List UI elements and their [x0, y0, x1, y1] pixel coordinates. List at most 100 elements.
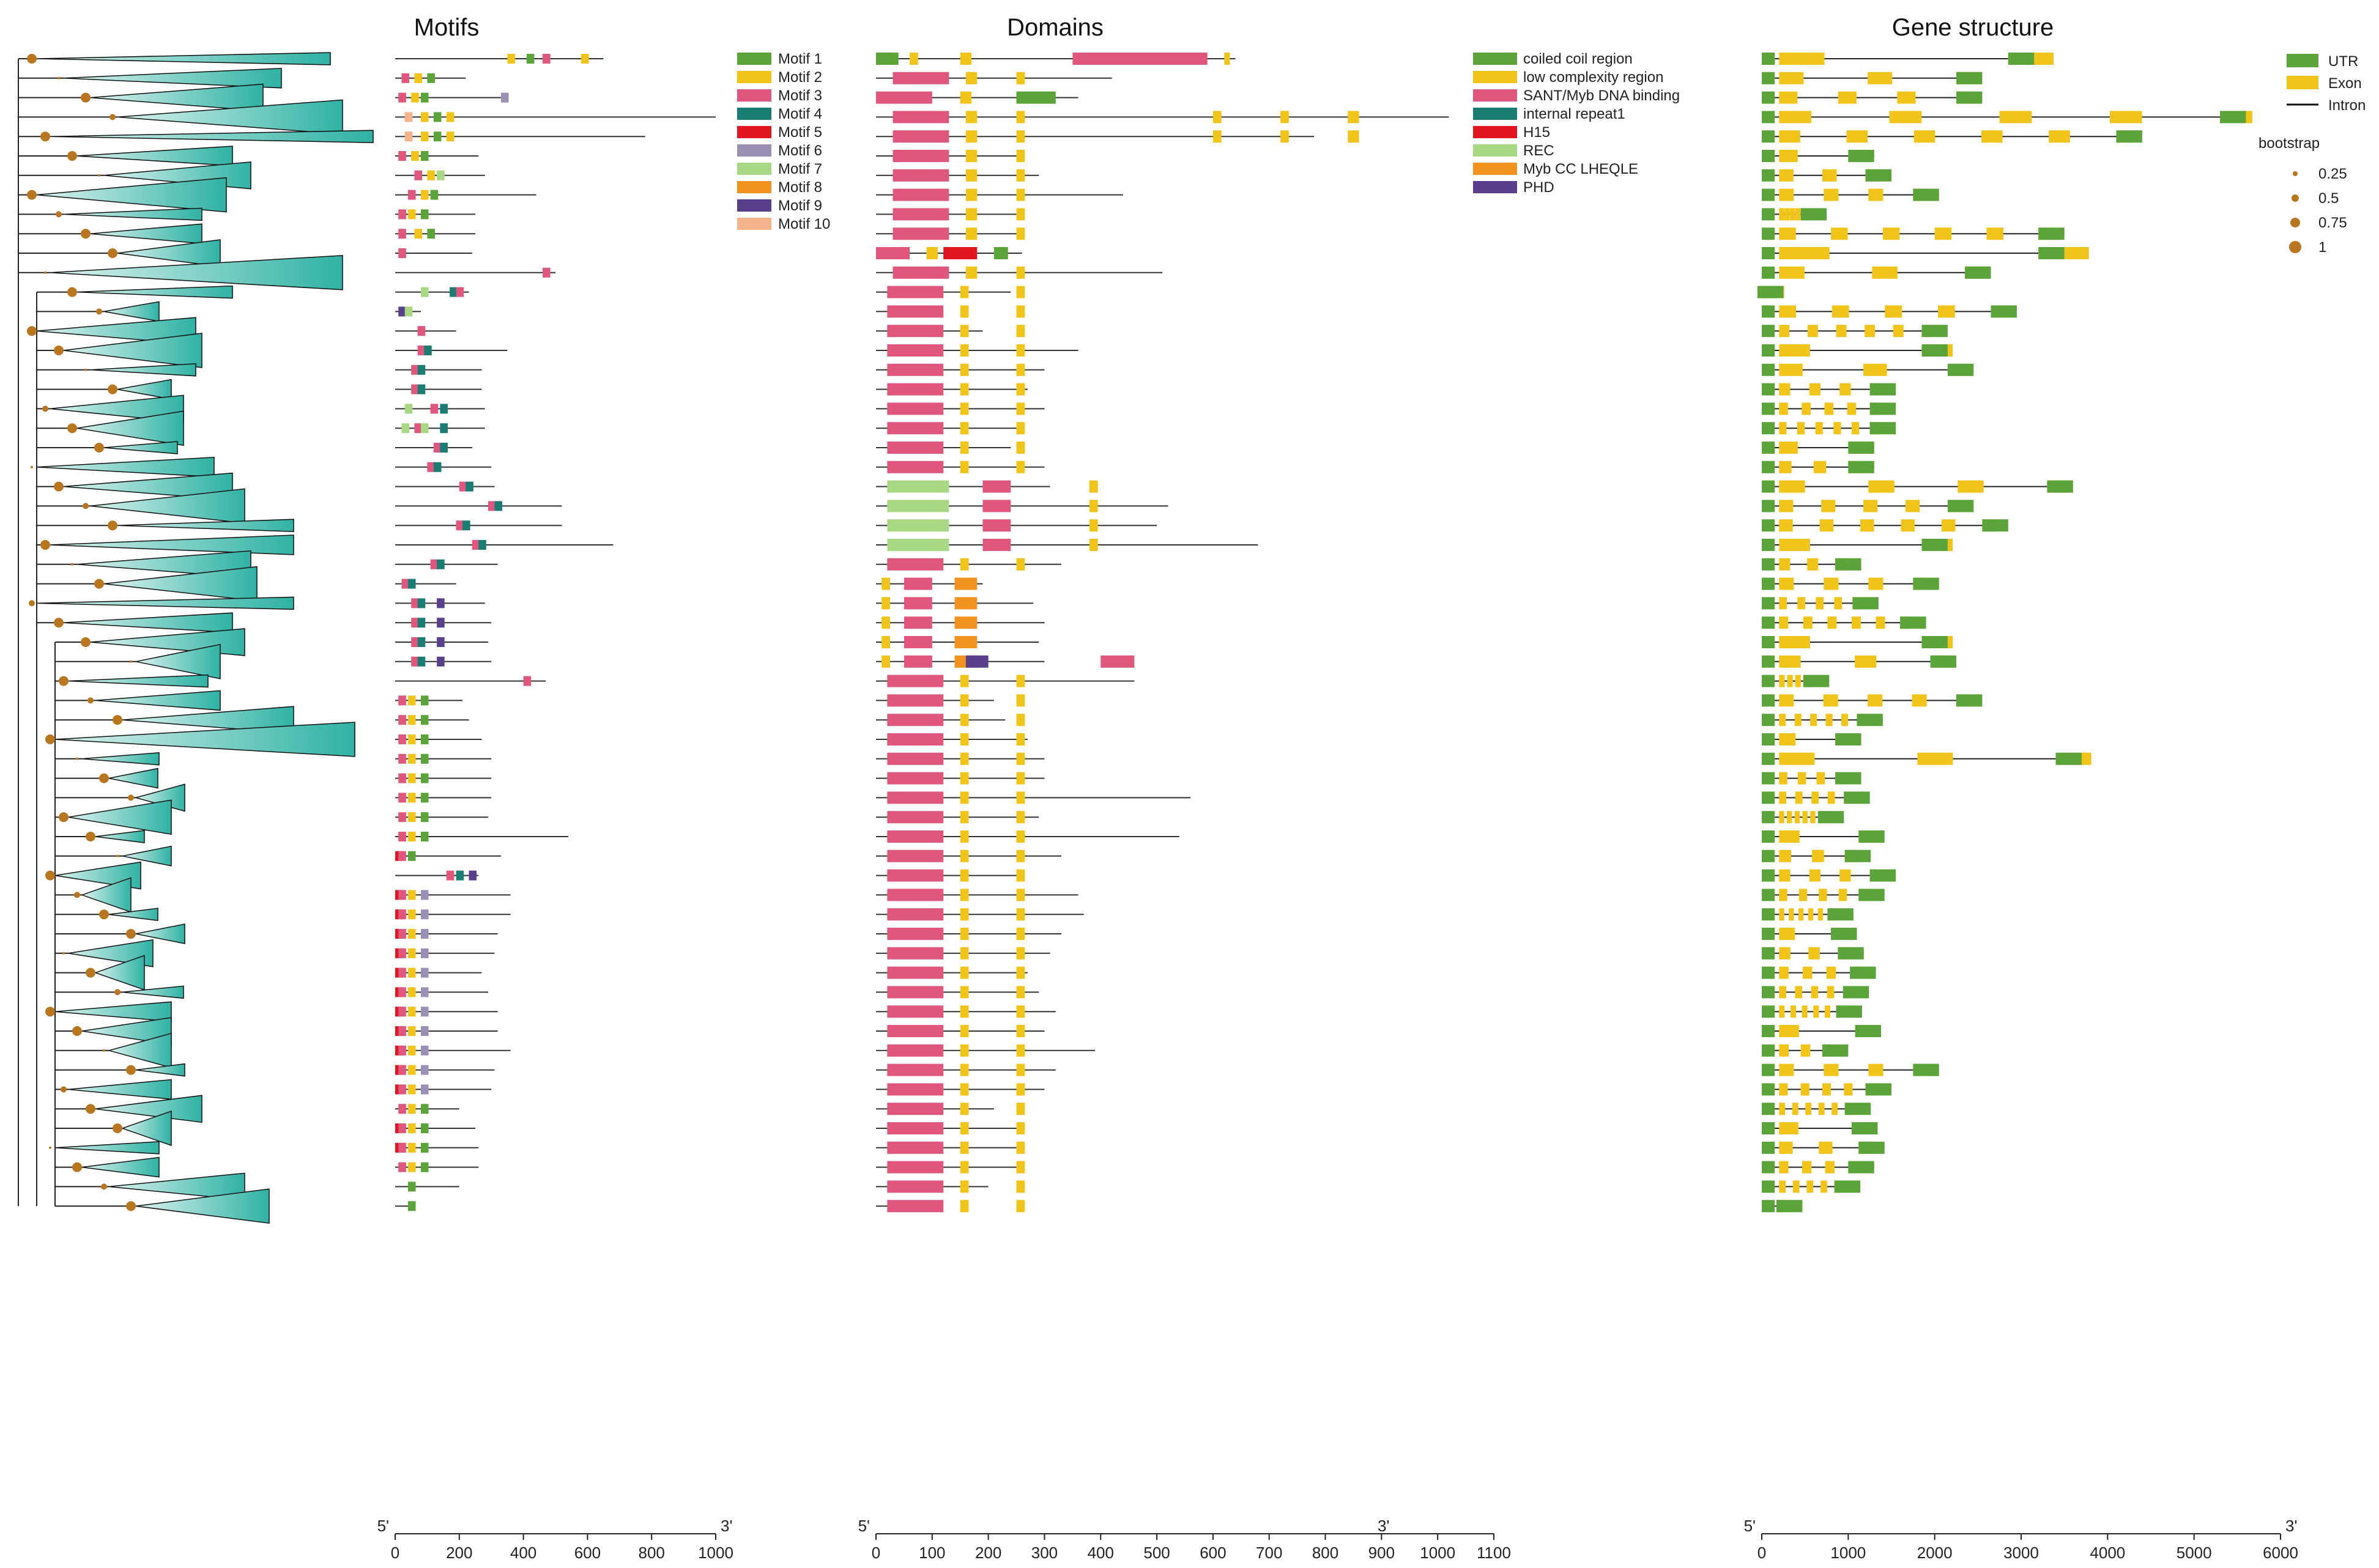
- motif-box: [420, 190, 429, 200]
- domain-box: [887, 422, 944, 435]
- motif-box: [411, 364, 419, 375]
- exon-box: [1779, 363, 1803, 376]
- exon-box: [1779, 227, 1796, 240]
- bootstrap-node: [27, 190, 37, 200]
- exon-box: [1905, 500, 1920, 512]
- domain-box: [960, 1122, 969, 1134]
- motif-box: [407, 1084, 416, 1095]
- domain-legend-swatch: [1473, 163, 1517, 175]
- domain-box: [960, 442, 969, 454]
- motif-box: [398, 1065, 406, 1075]
- exon-box: [1824, 402, 1834, 415]
- exon-box: [1789, 208, 1795, 221]
- exon-box: [1882, 227, 1900, 240]
- exon-box: [1779, 1122, 1798, 1134]
- exon-box: [1779, 480, 1805, 493]
- utr-box: [1762, 519, 1775, 532]
- domain-box: [887, 1083, 944, 1096]
- domain-box: [887, 1200, 944, 1213]
- utr-box: [1762, 733, 1775, 745]
- utr-box: [1762, 188, 1775, 201]
- motif-box: [420, 92, 429, 103]
- axis-tick-label: 0: [1757, 1544, 1766, 1562]
- motif-box: [411, 598, 419, 608]
- domain-box: [1016, 1063, 1025, 1076]
- motif-box: [398, 1104, 406, 1114]
- gene-legend-label: Intron: [2328, 97, 2366, 114]
- domain-legend-label: internal repeat1: [1523, 106, 1625, 122]
- exon-box: [1779, 1141, 1793, 1154]
- exon-box: [1779, 947, 1791, 960]
- domain-box: [887, 733, 944, 745]
- bootstrap-node: [113, 1123, 122, 1133]
- motif-box: [417, 618, 426, 628]
- motif-box: [430, 404, 439, 414]
- collapsed-clade-triangle: [135, 643, 221, 679]
- utr-box: [1965, 266, 1991, 279]
- exon-box: [1779, 966, 1789, 979]
- domain-rows: [876, 53, 1449, 1213]
- exon-box: [1779, 72, 1804, 84]
- exon-box: [1863, 500, 1878, 512]
- collapsed-clade-triangle: [94, 955, 145, 991]
- motif-box: [398, 793, 406, 803]
- exon-box: [1794, 714, 1802, 727]
- domain-box: [887, 675, 944, 687]
- exon-box: [1824, 188, 1839, 201]
- motif-box: [398, 967, 406, 978]
- motif-box: [398, 306, 406, 317]
- domain-box: [954, 577, 978, 590]
- utr-box: [1762, 869, 1775, 882]
- motif-legend-label: Motif 9: [778, 198, 822, 214]
- bootstrap-node: [31, 465, 33, 468]
- domain-legend-label: coiled coil region: [1523, 51, 1633, 67]
- domain-box: [887, 1103, 944, 1115]
- domain-box: [893, 208, 949, 221]
- domain-box: [1016, 363, 1025, 376]
- domain-box: [1016, 558, 1025, 571]
- utr-box: [1858, 830, 1885, 843]
- motif-legend-swatch: [737, 163, 771, 175]
- domain-box: [887, 1180, 944, 1193]
- motif-box: [456, 870, 464, 881]
- exon-box: [1941, 519, 1956, 532]
- motif-box: [420, 1007, 429, 1017]
- domain-legend-swatch: [1473, 71, 1517, 83]
- motif-box: [420, 423, 429, 434]
- axis-tick-label: 0: [391, 1544, 399, 1562]
- domain-box: [887, 1141, 944, 1154]
- domain-legend-label: PHD: [1523, 179, 1554, 196]
- motif-box: [420, 812, 429, 823]
- gene-legend-swatch: [2287, 54, 2318, 67]
- axis-tick-label: 0: [872, 1544, 880, 1562]
- collapsed-clade-triangle: [36, 457, 215, 478]
- exon-box: [1779, 791, 1787, 804]
- bootstrap-node: [54, 618, 64, 628]
- domain-box: [1016, 1180, 1025, 1193]
- domain-box: [960, 830, 969, 843]
- exon-box: [1779, 694, 1794, 707]
- domain-box: [1016, 1044, 1025, 1057]
- domain-box: [1016, 694, 1025, 707]
- exon-box: [2109, 111, 2142, 124]
- bootstrap-node: [101, 1183, 107, 1190]
- exon-box: [1999, 111, 2032, 124]
- exon-box: [1779, 616, 1789, 629]
- collapsed-clade-triangle: [117, 239, 221, 267]
- domain-box: [960, 1180, 969, 1193]
- utr-box: [1858, 889, 1885, 901]
- bootstrap-legend-label: 0.25: [2318, 166, 2347, 182]
- domain-box: [887, 325, 944, 338]
- motif-box: [437, 637, 445, 647]
- utr-box: [1762, 966, 1775, 979]
- utr-box: [1762, 460, 1775, 473]
- exon-box: [1846, 130, 1868, 143]
- domain-box: [960, 869, 969, 882]
- bootstrap-node: [61, 1086, 67, 1093]
- motif-box: [407, 190, 416, 200]
- utr-box: [1762, 830, 1775, 843]
- exon-box: [1839, 869, 1851, 882]
- exon-box: [1789, 908, 1794, 921]
- utr-box: [1855, 1025, 1882, 1037]
